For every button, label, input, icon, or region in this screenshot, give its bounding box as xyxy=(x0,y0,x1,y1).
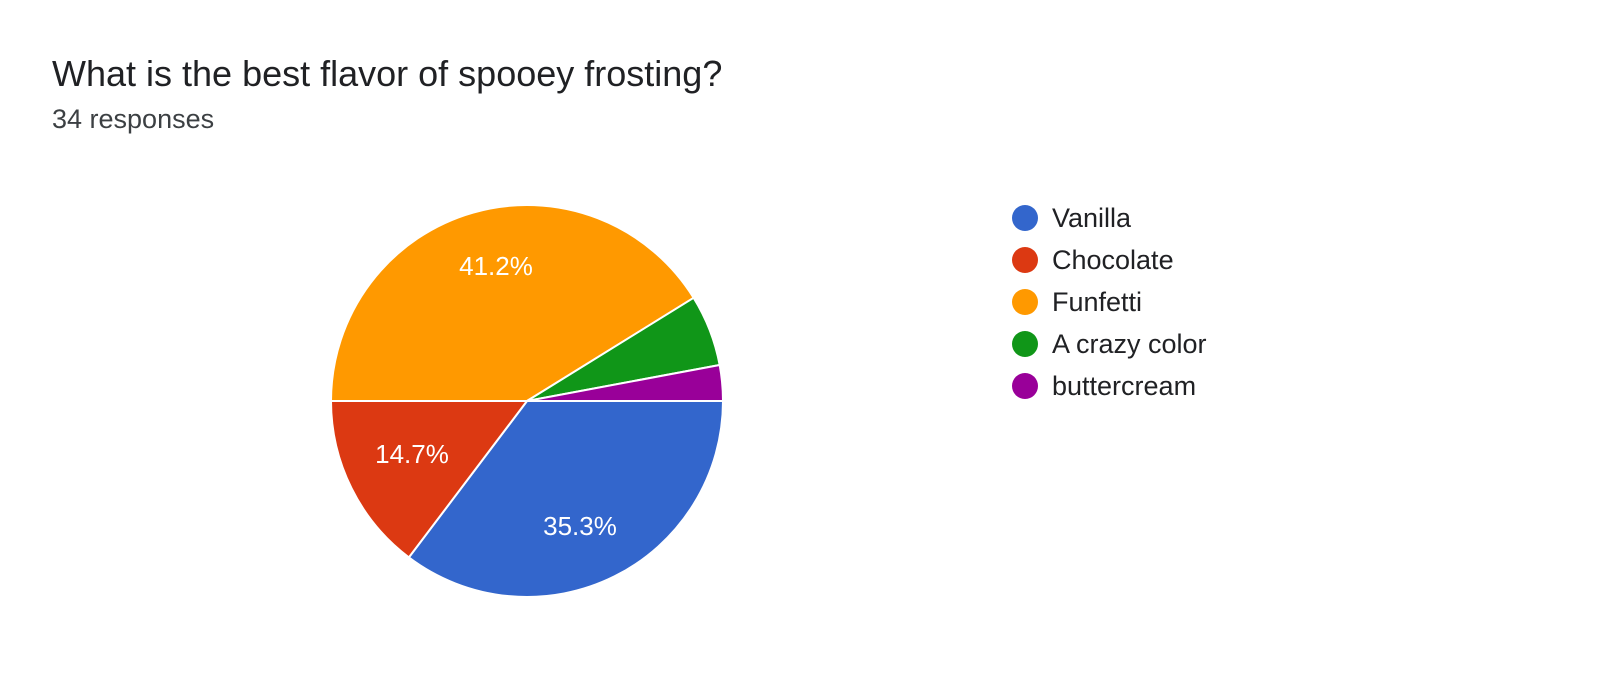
svg-text:14.7%: 14.7% xyxy=(375,439,449,469)
svg-text:35.3%: 35.3% xyxy=(543,511,617,541)
svg-text:41.2%: 41.2% xyxy=(459,251,533,281)
